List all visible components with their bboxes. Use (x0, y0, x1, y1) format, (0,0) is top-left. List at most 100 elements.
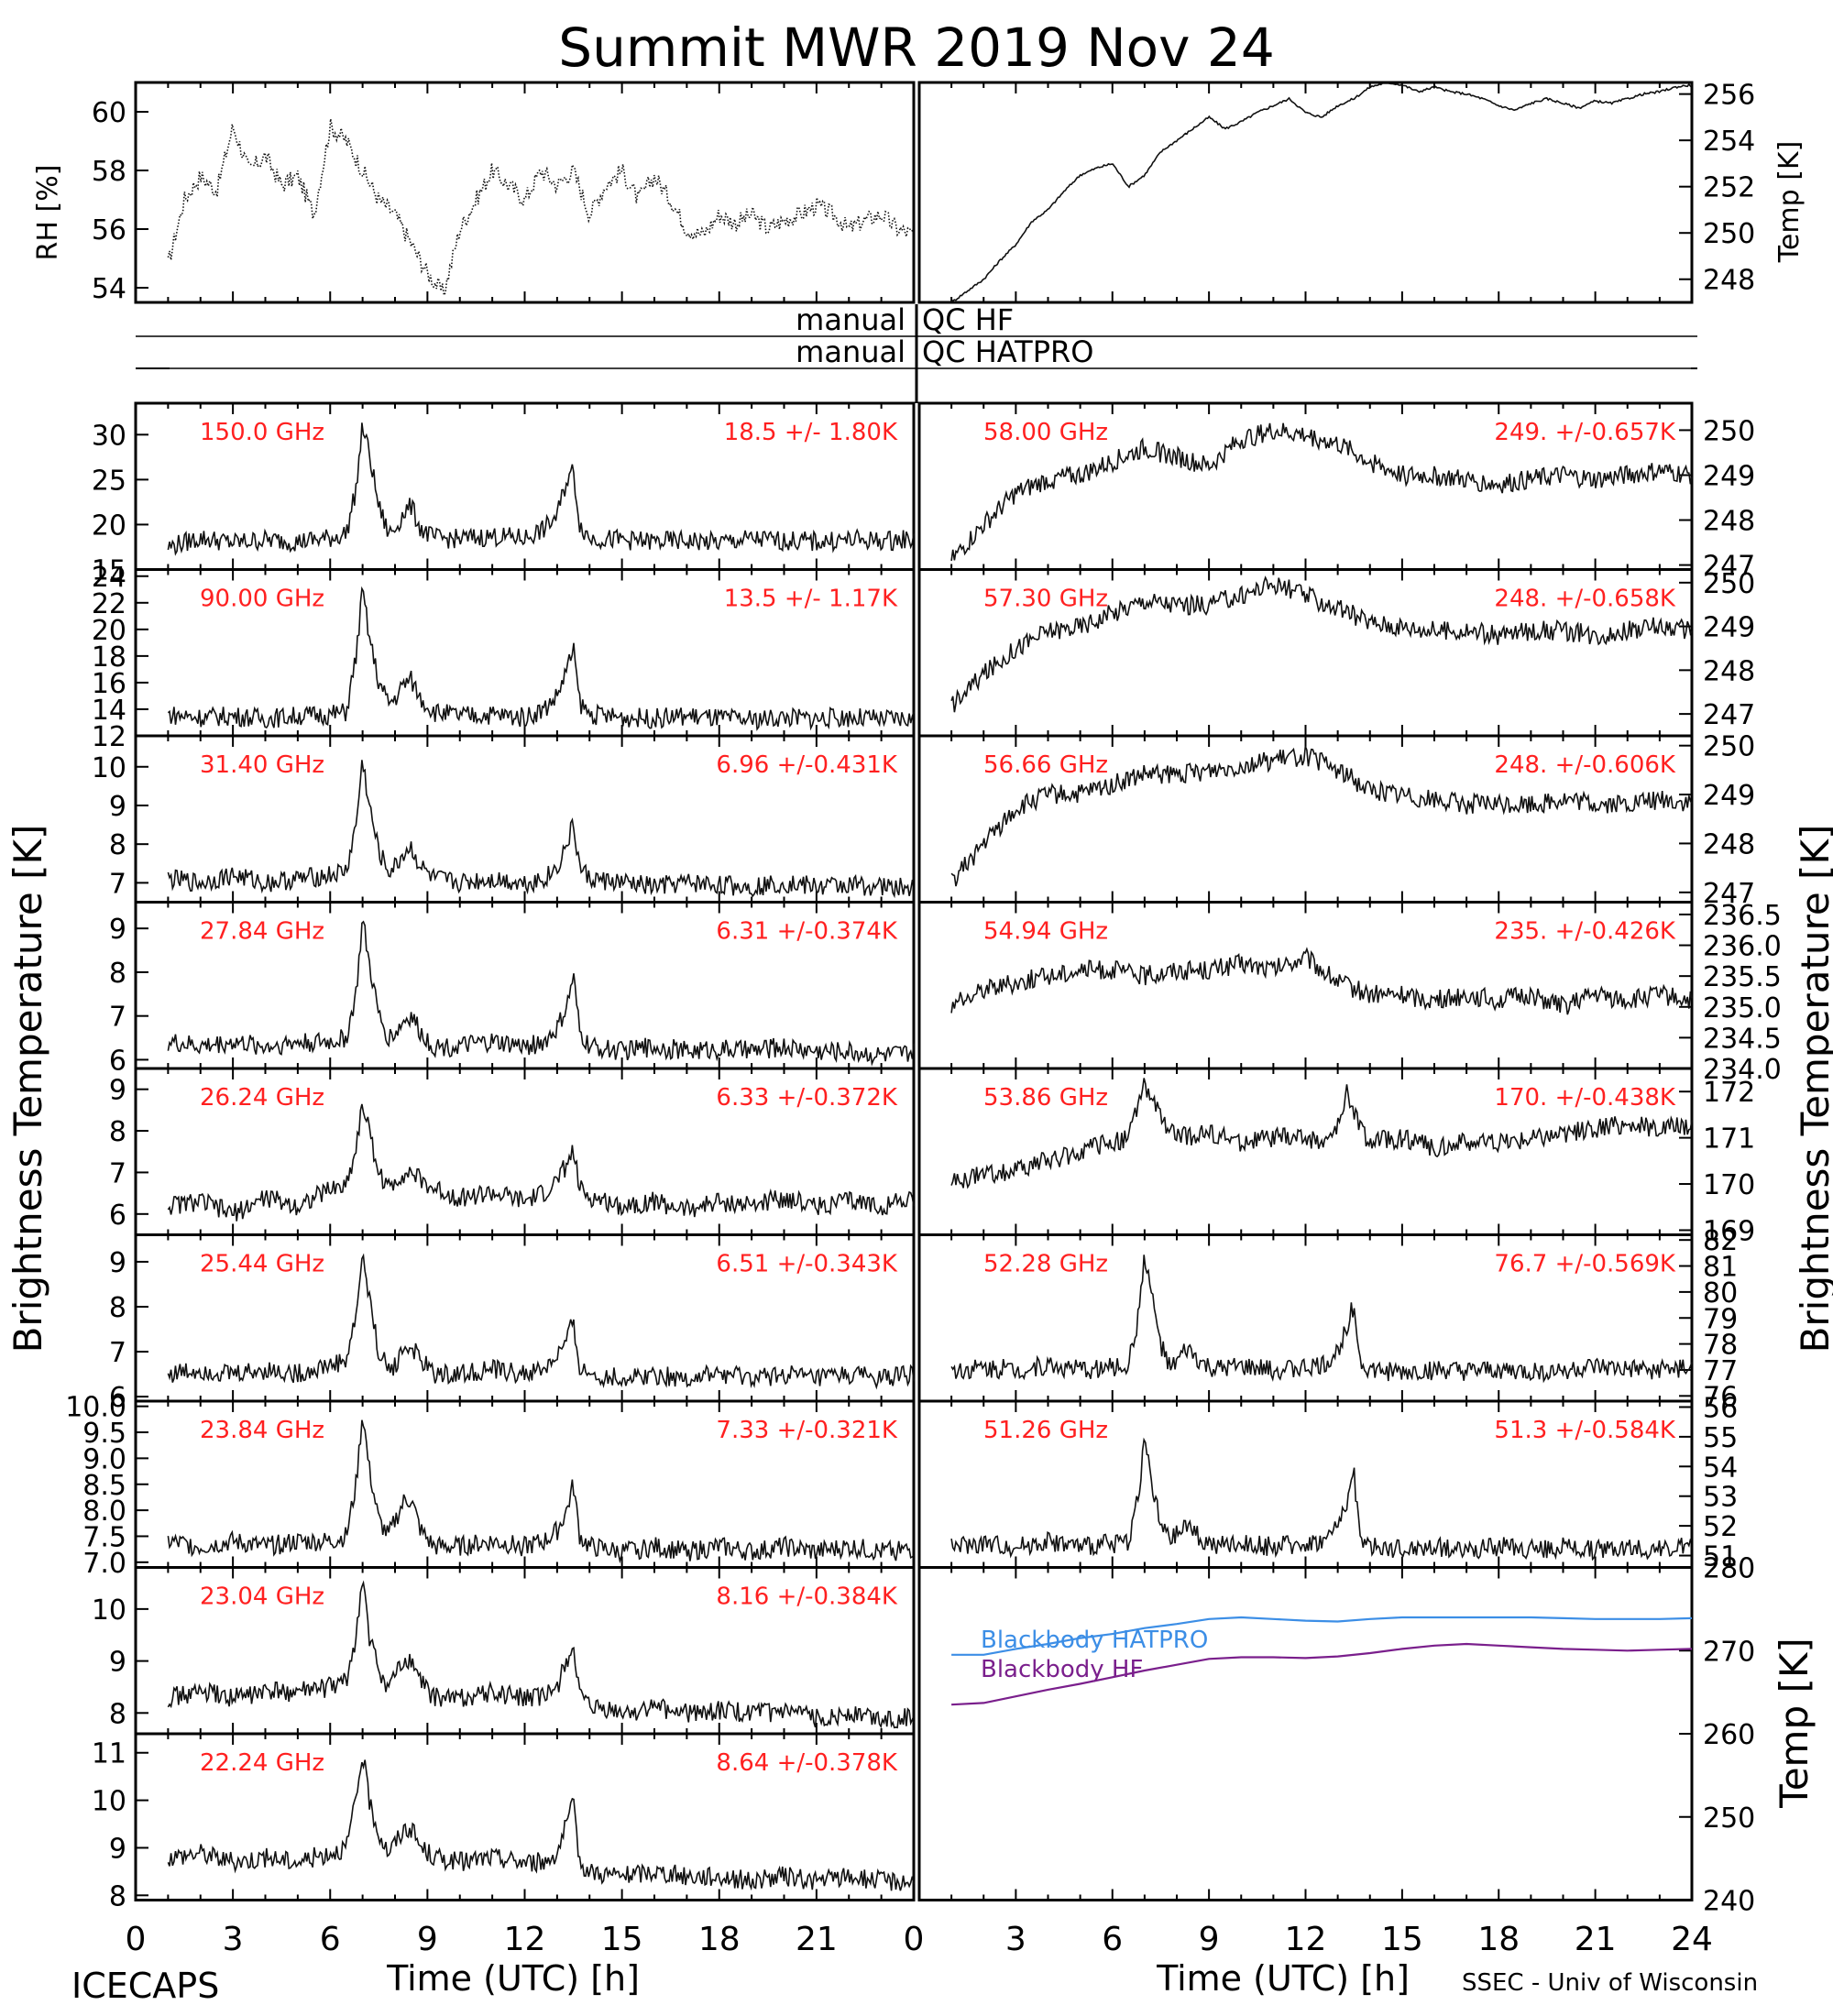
panel-23.84: 7.07.58.08.59.09.510.0 23.84 GHz 7.33 +/-0… (65, 1392, 916, 1580)
y-tick-label: 11 (92, 1738, 126, 1770)
y-tick-label: 250 (1703, 415, 1755, 447)
x-tick-label: 6 (320, 1921, 341, 1958)
channel-label: 31.40 GHz (200, 751, 324, 779)
channel-label: 27.84 GHz (200, 918, 324, 946)
y-tick-label: 10 (92, 1786, 126, 1818)
panel-27.84: 6 7 8 9 27.84 GHz 6.31 +/-0.374K (109, 901, 916, 1077)
x-tick-label: 18 (1477, 1921, 1520, 1958)
y-tick-label: 51 (1703, 1541, 1738, 1573)
y-tick-label: 10 (92, 1594, 126, 1627)
panel-26.24: 6 7 8 9 26.24 GHz 6.33 +/-0.372K (109, 1067, 916, 1236)
series-hf (951, 1642, 1693, 1706)
trace-22.24 (167, 1759, 915, 1891)
trace-temp_top (950, 82, 1693, 302)
y-tick-label: 7 (109, 1337, 126, 1369)
y-tick-label: 56 (92, 214, 126, 247)
y-tick-label: 55 (1703, 1422, 1738, 1454)
channel-label: 150.0 GHz (200, 419, 324, 446)
y-tick-label: 7 (109, 1157, 126, 1189)
y-tick-label: 250 (1703, 568, 1755, 600)
x-tick-label: 21 (796, 1921, 838, 1958)
trace-23.04 (167, 1580, 915, 1729)
channel-label: 23.84 GHz (200, 1417, 324, 1444)
y-tick-label: 172 (1703, 1077, 1755, 1109)
x-tick-labels-right: 0 3 6 9 12 15 18 21 24 (904, 1921, 1713, 1958)
channel-label: 26.24 GHz (200, 1084, 324, 1112)
trace-54.94 (950, 947, 1693, 1015)
y-tick-label: 247 (1703, 551, 1755, 583)
y-tick-label: 7 (109, 1002, 126, 1034)
y-tick-label: 235.0 (1703, 992, 1782, 1024)
y-tick-label: 25 (92, 465, 126, 497)
panel-56.66: 247 248 249 250 56.66 GHz 248. +/-0.606K (917, 731, 1755, 910)
channel-label: 90.00 GHz (200, 586, 324, 613)
y-tick-label: 82 (1703, 1225, 1738, 1257)
x-tick-label: 12 (504, 1921, 546, 1958)
y-tick-label: 249 (1703, 612, 1755, 644)
panel-23.04: 8 9 10 23.04 GHz 8.16 +/-0.384K (92, 1566, 916, 1736)
y-tick-label: 12 (92, 721, 126, 753)
footer-right: SSEC - Univ of Wisconsin (1462, 1969, 1758, 1997)
y-tick-label: 8 (109, 1116, 126, 1148)
x-tick-label: 12 (1285, 1921, 1327, 1958)
x-tick-label: 18 (698, 1921, 741, 1958)
qc-hatpro-right-text: QC HATPRO (922, 334, 1093, 369)
y-tick-label: 169 (1703, 1215, 1755, 1247)
temp-bottom-axis-label: Temp [K] (1772, 1638, 1817, 1809)
y-tick-label: 252 (1703, 172, 1755, 204)
y-tick-label: 260 (1703, 1719, 1755, 1751)
y-tick-label: 8 (109, 829, 126, 861)
temp-top-axis-label: Temp [K] (1773, 141, 1806, 264)
y-tick-label: 9 (109, 791, 126, 823)
trace-26.24 (167, 1103, 915, 1222)
channel-stat: 13.5 +/- 1.17K (724, 586, 898, 613)
y-tick-label: 9 (109, 1647, 126, 1679)
tb-right-axis-label: Brightness Temperature [K] (1793, 825, 1833, 1353)
trace-58 (950, 422, 1693, 562)
y-tick-label: 78 (1703, 1330, 1738, 1362)
channel-label: 22.24 GHz (200, 1749, 324, 1777)
footer-left: ICECAPS (71, 1966, 219, 2006)
legend-hf: Blackbody HF (981, 1656, 1143, 1683)
x-tick-label: 3 (1005, 1921, 1026, 1958)
channel-label: 51.26 GHz (983, 1417, 1108, 1444)
y-tick-label: 20 (92, 509, 126, 542)
channel-label: 53.86 GHz (983, 1084, 1108, 1112)
x-tick-label: 9 (417, 1921, 438, 1958)
panel-31.4: 7 8 9 10 31.40 GHz 6.96 +/-0.431K (92, 734, 916, 904)
channel-stat: 6.33 +/-0.372K (716, 1084, 898, 1112)
y-tick-label: 20 (92, 615, 126, 647)
channel-label: 57.30 GHz (983, 586, 1108, 613)
panel-150: 15 20 25 30 150.0 GHz 18.5 +/- 1.80K (92, 401, 916, 587)
xlabel-left: Time (UTC) [h] (386, 1958, 640, 1999)
rh-axis-label: RH [%] (32, 165, 64, 261)
y-tick-label: 6 (109, 1045, 126, 1077)
channel-stat: 248. +/-0.658K (1494, 586, 1676, 613)
x-tick-label: 9 (1199, 1921, 1220, 1958)
y-tick-label: 8 (109, 1698, 126, 1730)
trace-57.3 (950, 575, 1693, 713)
channel-stat: 8.64 +/-0.378K (716, 1749, 898, 1777)
trace-56.66 (950, 746, 1693, 887)
y-tick-label: 58 (92, 156, 126, 188)
x-tick-label: 0 (904, 1921, 925, 1958)
y-tick-label: 9 (109, 1075, 126, 1107)
channel-stat: 6.96 +/-0.431K (716, 751, 898, 779)
panel-frame (917, 1566, 1694, 1901)
y-tick-label: 10 (92, 752, 126, 784)
panel-57.3: 247 248 249 250 57.30 GHz 248. +/-0.658K (917, 568, 1755, 738)
y-tick-label: 270 (1703, 1636, 1755, 1668)
y-tick-label: 80 (1703, 1277, 1738, 1309)
panel-frame (917, 81, 1694, 304)
panel-temp_top: 248 250 252 254 256 (917, 80, 1755, 304)
y-tick-label: 250 (1703, 731, 1755, 763)
y-tick-label: 9.0 (82, 1443, 126, 1475)
panel-22.24: 8 9 10 11 22.24 GHz 8.64 +/-0.378K (92, 1732, 916, 1912)
figure-title: Summit MWR 2019 Nov 24 (558, 16, 1274, 79)
channel-stat: 6.31 +/-0.374K (716, 918, 898, 946)
y-tick-label: 8 (109, 1292, 126, 1324)
panel-frame (134, 81, 916, 304)
y-tick-label: 24 (92, 562, 126, 594)
